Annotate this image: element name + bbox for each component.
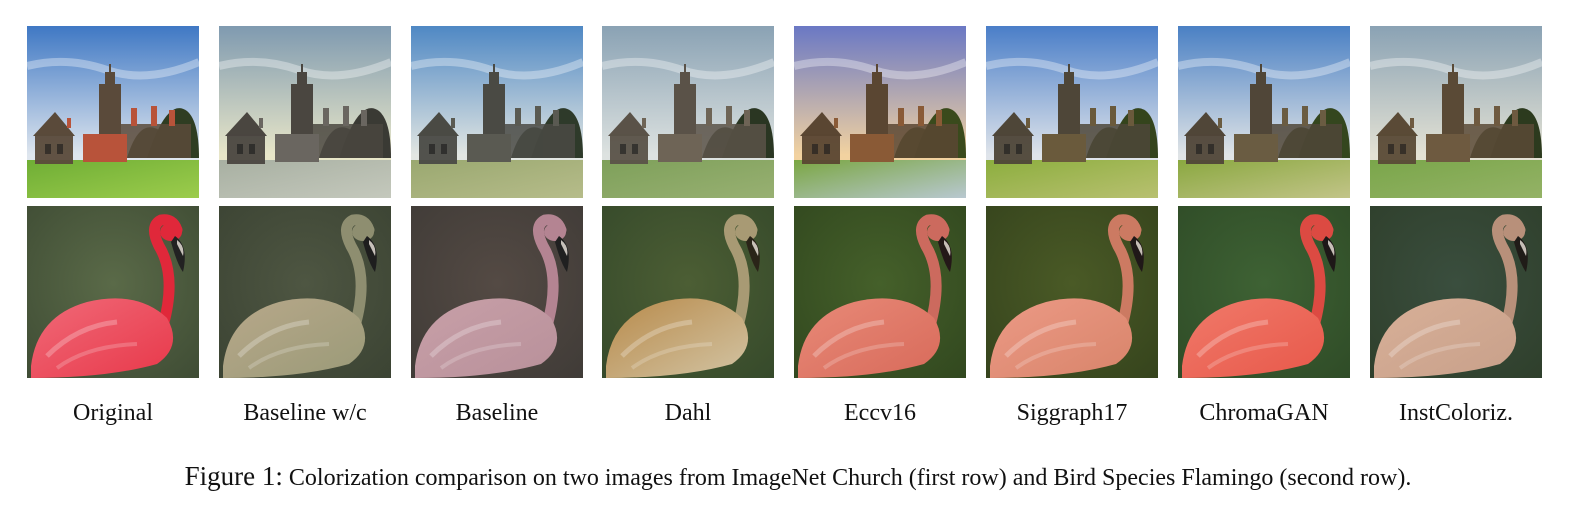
flamingo-image (219, 206, 391, 378)
figure-caption-text: Colorization comparison on two images fr… (288, 465, 1412, 491)
method-label: Baseline (455, 400, 539, 426)
church-image (27, 26, 199, 198)
method-label: Siggraph17 (1016, 400, 1128, 426)
flamingo-image (1178, 206, 1350, 378)
church-image (986, 26, 1158, 198)
flamingo-image (27, 206, 199, 378)
image-grid (27, 26, 1571, 386)
flamingo-image (411, 206, 583, 378)
method-label: Eccv16 (844, 400, 916, 426)
church-image (794, 26, 966, 198)
flamingo-image (1370, 206, 1542, 378)
method-label: ChromaGAN (1199, 400, 1329, 426)
method-label: Baseline w/c (243, 400, 367, 426)
church-image (602, 26, 774, 198)
method-label: InstColoriz. (1399, 400, 1513, 426)
flamingo-image (602, 206, 774, 378)
church-image (1178, 26, 1350, 198)
church-image (1370, 26, 1542, 198)
figure-caption: Figure 1: Colorization comparison on two… (0, 460, 1596, 494)
method-label: Original (73, 400, 153, 426)
flamingo-image (794, 206, 966, 378)
flamingo-image (986, 206, 1158, 378)
figure-number: Figure 1: (184, 461, 283, 491)
church-image (219, 26, 391, 198)
church-image (411, 26, 583, 198)
method-label: Dahl (664, 400, 712, 426)
